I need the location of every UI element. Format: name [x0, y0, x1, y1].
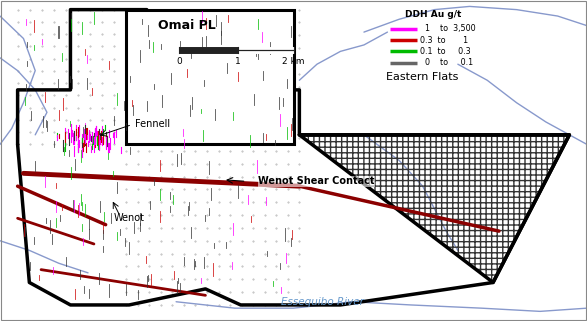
Text: 2 km: 2 km — [282, 57, 305, 66]
Text: Omai PL: Omai PL — [158, 19, 216, 32]
Text: 1: 1 — [235, 57, 241, 66]
Text: 0.1  to     0.3: 0.1 to 0.3 — [420, 47, 470, 56]
Text: 0: 0 — [176, 57, 182, 66]
Text: DDH Au g/t: DDH Au g/t — [405, 10, 461, 19]
Text: Wenot Shear Contact: Wenot Shear Contact — [258, 176, 375, 187]
Text: Essequibo River: Essequibo River — [281, 297, 365, 307]
Text: Fennell: Fennell — [135, 118, 170, 129]
Text: 0    to     0.1: 0 to 0.1 — [420, 58, 473, 67]
Text: 0.3  to       1: 0.3 to 1 — [420, 36, 468, 45]
Text: 1    to  3,500: 1 to 3,500 — [420, 24, 475, 33]
Bar — [126, 10, 294, 144]
Text: Eastern Flats: Eastern Flats — [386, 72, 459, 82]
Text: Wenot: Wenot — [114, 213, 144, 223]
